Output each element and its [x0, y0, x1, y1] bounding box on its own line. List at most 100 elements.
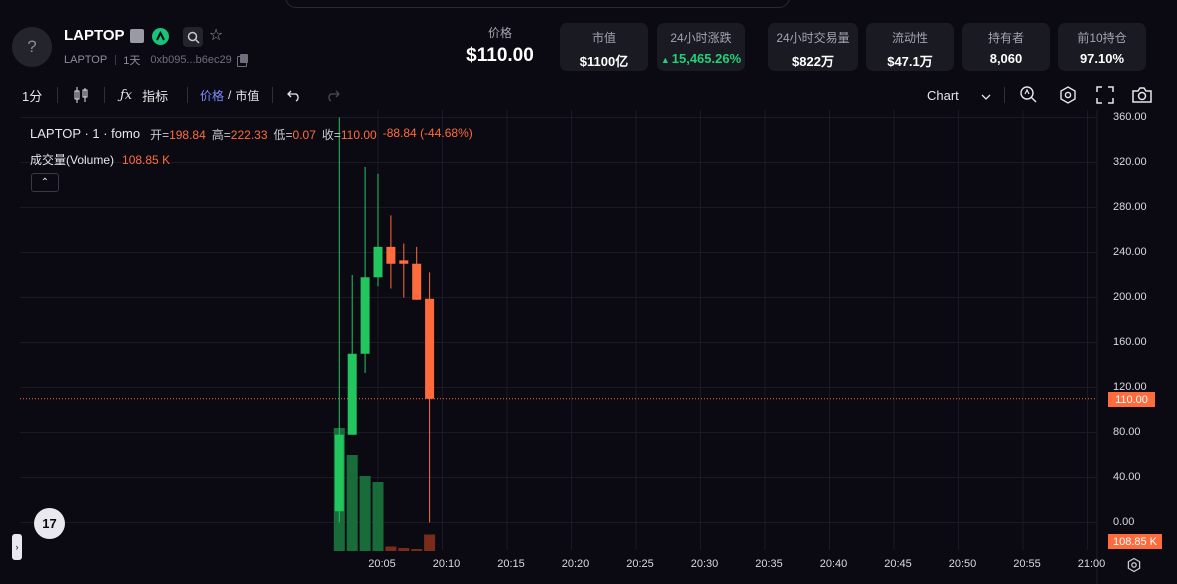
y-tick-label: 320.00 [1113, 155, 1147, 168]
candle-body [412, 263, 422, 300]
candle-style-icon[interactable] [73, 85, 89, 105]
toggle-separator: / [228, 88, 232, 102]
stat-top10-holdings: 前10持仓 97.10% [1058, 23, 1146, 71]
volume-tag: 108.85 K [1108, 534, 1162, 549]
volume-bar [359, 476, 371, 551]
volume-label: 成交量(Volume) [30, 153, 115, 167]
open-item: 开=198.84 [150, 128, 206, 142]
volume-value: 108.85 K [122, 153, 171, 167]
camera-icon[interactable] [1131, 85, 1153, 105]
volume-bar [372, 482, 384, 551]
price-mcap-toggle[interactable]: 价格 / 市值 [200, 85, 259, 105]
candle-body [386, 246, 396, 264]
search-icon[interactable] [183, 27, 203, 47]
stat-label: 前10持仓 [1077, 31, 1127, 45]
x-tick-label: 20:25 [626, 558, 654, 570]
chart-type-selector[interactable]: Chart [927, 85, 991, 105]
axis-settings-icon[interactable] [1126, 557, 1142, 573]
stat-value: $1100亿 [579, 54, 629, 69]
x-tick-label: 20:50 [948, 558, 977, 570]
interval-selector[interactable]: 1分 [22, 88, 43, 104]
volume-bar [424, 534, 436, 551]
stat-value: ▲ 15,465.26% [660, 51, 742, 66]
x-tick-label: 20:45 [884, 558, 912, 570]
candle-body [425, 298, 435, 399]
divider [57, 87, 58, 103]
stat-value: 8,060 [989, 51, 1023, 66]
stat-label: 市值 [591, 31, 616, 45]
contract-address[interactable]: 0xb095...b6ec29 [150, 54, 232, 66]
volume-bar [411, 549, 423, 551]
fullscreen-icon[interactable] [1096, 85, 1114, 105]
stat-holders: 持有者 8,060 [962, 23, 1050, 71]
close-item: 收=110.00 [321, 128, 377, 142]
token-avatar: ? [12, 27, 52, 67]
candle-body [334, 434, 344, 512]
fx-icon: ƒx [120, 87, 133, 103]
x-tick-label: 20:05 [368, 558, 396, 570]
x-tick-label: 20:40 [819, 558, 848, 570]
stat-label: 24小时涨跌 [670, 31, 732, 45]
token-header: ? LAPTOP ☆ LAPTOP 1天 0xb095...b6ec29 价格 … [0, 0, 1177, 80]
stat-value: $822万 [792, 54, 834, 69]
x-tick-label: 20:55 [1013, 558, 1041, 570]
price-label: 价格 [487, 26, 512, 40]
y-tick-label: 0.00 [1113, 515, 1135, 528]
redo-icon[interactable] [325, 85, 341, 105]
chart-toolbar: 1分 ƒx 指标 价格 / 市值 Chart [0, 80, 1177, 110]
y-tick-label: 200.00 [1113, 290, 1147, 303]
stat-label: 持有者 [987, 31, 1024, 45]
stat-label: 流动性 [891, 31, 928, 45]
token-name: LAPTOP [64, 27, 125, 44]
divider [104, 87, 105, 103]
favorite-star-icon[interactable]: ☆ [208, 27, 224, 44]
volume-legend: 成交量(Volume) 108.85 K [30, 151, 170, 168]
y-tick-label: 360.00 [1113, 110, 1147, 123]
toggle-price[interactable]: 价格 [200, 88, 225, 103]
change-value: -88.84 (-44.68%) [382, 126, 473, 140]
divider [187, 87, 188, 103]
high-item: 高=222.33 [211, 128, 268, 142]
x-tick-label: 20:10 [432, 558, 461, 570]
copy-icon[interactable] [236, 54, 248, 67]
magnet-icon[interactable] [1019, 85, 1039, 105]
chevron-down-icon [981, 88, 991, 103]
price-value: $110.00 [466, 45, 534, 66]
pump-icon[interactable] [152, 28, 169, 45]
current-price-tag: 110.00 [1108, 392, 1155, 407]
y-tick-label: 40.00 [1113, 470, 1141, 483]
y-tick-label: 120.00 [1113, 380, 1147, 393]
stat-liquidity: 流动性 $47.1万 [866, 23, 954, 71]
series-title: LAPTOP · 1 · fomo [30, 126, 141, 141]
x-tick-label: 20:35 [755, 558, 783, 570]
sidebar-expand-handle[interactable]: › [12, 534, 22, 560]
stat-24h-change: 24小时涨跌 ▲ 15,465.26% [657, 23, 745, 71]
collapse-legend-button[interactable]: ⌃ [31, 173, 59, 192]
price-display: 价格 $110.00 [452, 24, 548, 67]
candle-body [373, 246, 383, 278]
indicators-label: 指标 [142, 88, 169, 104]
volume-bar [398, 548, 410, 551]
tradingview-logo[interactable]: 17 [34, 508, 65, 539]
toggle-mcap[interactable]: 市值 [235, 88, 260, 103]
token-subinfo: LAPTOP 1天 0xb095...b6ec29 [64, 52, 248, 68]
y-tick-label: 160.00 [1113, 335, 1147, 348]
ohlc-legend: LAPTOP · 1 · fomo 开=198.84 高=222.33 低=0.… [30, 126, 473, 143]
y-tick-label: 80.00 [1113, 425, 1141, 438]
indicators-button[interactable]: ƒx 指标 [120, 85, 168, 105]
up-arrow-icon: ▲ [660, 55, 670, 65]
volume-bar [385, 546, 397, 551]
divider [115, 55, 117, 65]
undo-icon[interactable] [286, 85, 302, 105]
settings-hex-icon[interactable] [1058, 85, 1078, 105]
stat-label: 24小时交易量 [776, 31, 850, 45]
stat-value: 97.10% [1079, 51, 1125, 66]
chart-canvas[interactable] [20, 110, 1177, 584]
token-square-icon[interactable] [130, 29, 144, 43]
volume-bar [346, 455, 358, 551]
x-tick-label: 20:20 [561, 558, 590, 570]
candle-body [347, 353, 357, 435]
price-chart[interactable] [20, 110, 1177, 584]
token-age: 1天 [123, 55, 141, 67]
chart-type-label: Chart [927, 87, 959, 103]
